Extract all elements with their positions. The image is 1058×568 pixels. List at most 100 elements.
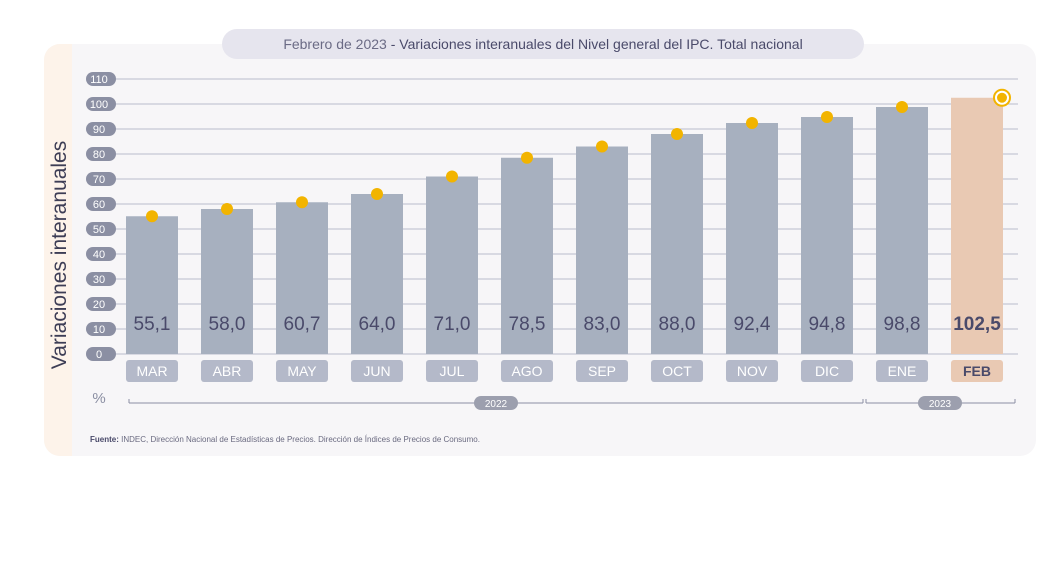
x-tick-label: DIC [815, 363, 839, 379]
bars: 55,1 58,0 60,7 64,0 71,0 78,5 83,0 88,0 92,4 94,8… [126, 88, 1011, 354]
title-date: Febrero de 2023 [283, 36, 387, 52]
data-marker [746, 117, 758, 129]
x-tick-label: OCT [662, 363, 692, 379]
chart-title: Febrero de 2023 - Variaciones interanual… [222, 29, 864, 59]
bar-jun [351, 194, 403, 354]
x-tick-badge [726, 360, 778, 382]
x-tick-label: AGO [511, 363, 542, 379]
year-badge [918, 396, 962, 410]
value-label: 60,7 [284, 314, 321, 335]
data-marker [446, 170, 458, 183]
y-tick-badge [86, 197, 116, 211]
x-tick-badge [576, 360, 628, 382]
y-tick-badge [86, 272, 116, 286]
source-text: INDEC, Dirección Nacional de Estadística… [121, 435, 480, 444]
data-marker [896, 101, 908, 113]
y-tick-label: 100 [90, 99, 108, 111]
bar-oct [651, 134, 703, 354]
year-label: 2023 [929, 399, 952, 410]
year-label: 2022 [485, 399, 508, 410]
y-tick-label: 20 [93, 299, 105, 311]
y-tick-badge [86, 222, 116, 236]
x-tick-label: JUN [363, 363, 390, 379]
value-label: 88,0 [659, 314, 696, 335]
year-brackets: 2022 2023 [128, 396, 1016, 410]
y-tick-badge [86, 322, 116, 336]
value-label: 83,0 [584, 314, 621, 335]
bar-nov [726, 123, 778, 354]
y-tick-badge [86, 247, 116, 261]
y-tick-label: 90 [93, 124, 105, 136]
bar-jul [426, 176, 478, 354]
x-tick-badge [951, 360, 1003, 382]
bar-ago [501, 157, 553, 354]
y-tick-label: 60 [93, 199, 105, 211]
y-tick-label: 40 [93, 249, 105, 261]
bar-dic [801, 117, 853, 354]
data-marker [997, 92, 1007, 103]
title-text: Variaciones interanuales del Nivel gener… [399, 36, 803, 52]
y-tick-badge [86, 347, 116, 361]
data-marker [221, 203, 233, 215]
x-tick-label: FEB [963, 363, 991, 379]
x-tick-label: ENE [888, 363, 917, 379]
x-tick-badge [651, 360, 703, 382]
data-marker [371, 188, 383, 200]
gridlines [112, 78, 1018, 355]
x-tick-label: MAR [136, 363, 167, 379]
value-label: 64,0 [359, 314, 396, 335]
y-tick-label: 50 [93, 224, 105, 236]
x-tick-badge [351, 360, 403, 382]
source-label: Fuente: [90, 435, 119, 444]
value-label: 78,5 [509, 314, 546, 335]
data-marker [596, 140, 608, 153]
y-tick-label: 30 [93, 274, 105, 286]
data-marker [671, 128, 683, 140]
y-axis-ticks: 0 10 20 30 40 50 60 70 80 90 100 110 [86, 72, 116, 361]
bar-mar [126, 216, 178, 354]
x-tick-label: ABR [213, 363, 242, 379]
data-marker [821, 111, 833, 123]
value-label: 102,5 [953, 314, 1001, 335]
y-tick-badge [86, 172, 116, 186]
x-tick-label: JUL [440, 363, 465, 379]
value-label: 92,4 [734, 314, 771, 335]
bar-abr [201, 209, 253, 354]
value-label: 71,0 [434, 314, 471, 335]
value-label: 58,0 [209, 314, 246, 335]
data-marker [146, 210, 158, 223]
y-tick-badge [86, 297, 116, 311]
y-tick-badge [86, 72, 116, 86]
value-label: 98,8 [884, 314, 921, 335]
x-axis-ticks: MAR ABR MAY JUN JUL AGO SEP OCT NOV DIC ENE FEB [126, 360, 1003, 382]
value-label: 55,1 [134, 314, 171, 335]
y-tick-label: 0 [96, 349, 102, 361]
bar-ene [876, 107, 928, 354]
x-tick-badge [276, 360, 328, 382]
y-axis-label: Variaciones interanuales [48, 141, 71, 369]
y-tick-badge [86, 97, 116, 111]
title-separator: - [386, 36, 400, 52]
source-note: Fuente: INDEC, Dirección Nacional de Est… [90, 435, 480, 444]
bar-sep [576, 146, 628, 354]
bar-feb [951, 97, 1003, 354]
x-tick-badge [501, 360, 553, 382]
x-tick-badge [126, 360, 178, 382]
bar-may [276, 202, 328, 354]
data-marker [521, 151, 533, 164]
x-tick-label: MAY [287, 363, 317, 379]
x-tick-badge [876, 360, 928, 382]
y-tick-label: 80 [93, 149, 105, 161]
year-badge [474, 396, 518, 410]
data-marker [296, 196, 308, 209]
y-tick-badge [86, 147, 116, 161]
x-tick-label: NOV [737, 363, 768, 379]
x-tick-badge [801, 360, 853, 382]
x-tick-badge [426, 360, 478, 382]
y-axis-unit: % [92, 390, 105, 407]
y-tick-label: 70 [93, 174, 105, 186]
y-tick-label: 110 [90, 74, 108, 86]
y-tick-badge [86, 122, 116, 136]
y-axis-label-strip [44, 44, 72, 456]
